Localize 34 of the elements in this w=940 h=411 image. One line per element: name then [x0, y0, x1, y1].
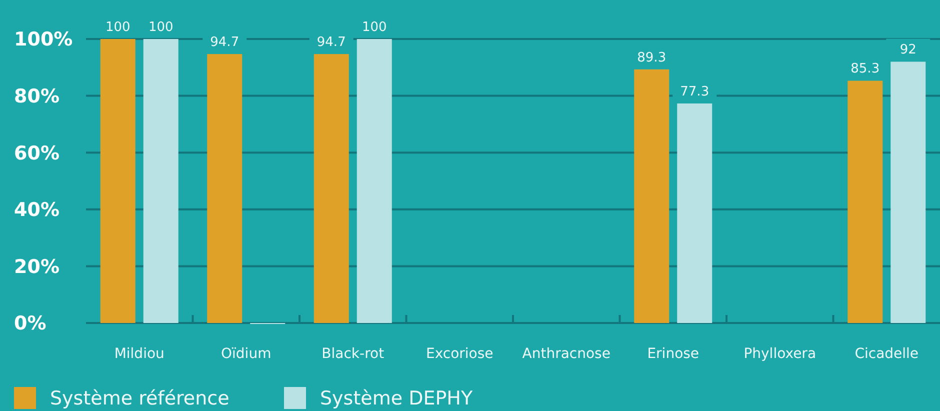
bar	[100, 39, 136, 323]
data-label: 94.7	[316, 35, 346, 50]
data-label: 100	[105, 20, 130, 35]
x-tick-label: Phylloxera	[744, 346, 816, 362]
data-label: 85.3	[850, 62, 880, 77]
y-tick-label: 100%	[14, 28, 73, 51]
x-tick-label: Oïdium	[221, 346, 272, 362]
bar	[848, 80, 883, 323]
data-label: 89.3	[637, 50, 666, 66]
bar	[207, 54, 242, 323]
x-tick-label: Cicadelle	[854, 346, 919, 362]
bar	[890, 62, 926, 323]
legend-label: Système DEPHY	[320, 388, 473, 410]
data-label: 100	[362, 20, 387, 35]
y-tick-label: 80%	[14, 85, 60, 108]
x-tick-label: Black-rot	[322, 346, 385, 362]
bar	[314, 54, 349, 323]
bar	[143, 39, 178, 323]
y-tick-label: 40%	[14, 199, 60, 222]
bar	[677, 103, 712, 323]
x-tick-label: Mildiou	[114, 346, 164, 362]
y-tick-label: 20%	[14, 256, 60, 278]
bar	[634, 69, 670, 323]
y-tick-label: 60%	[14, 142, 60, 164]
x-tick-label: Erinose	[647, 346, 700, 362]
data-label: 77.3	[680, 84, 710, 100]
y-tick-label: 0%	[14, 312, 46, 335]
data-label: 92	[900, 42, 916, 58]
bar	[356, 39, 392, 323]
x-tick-label: Anthracnose	[522, 346, 610, 362]
x-tick-label: Excoriose	[426, 346, 494, 362]
data-label: 100	[148, 20, 174, 35]
legend-label: Système référence	[50, 388, 230, 410]
data-label: 94.7	[210, 35, 240, 50]
